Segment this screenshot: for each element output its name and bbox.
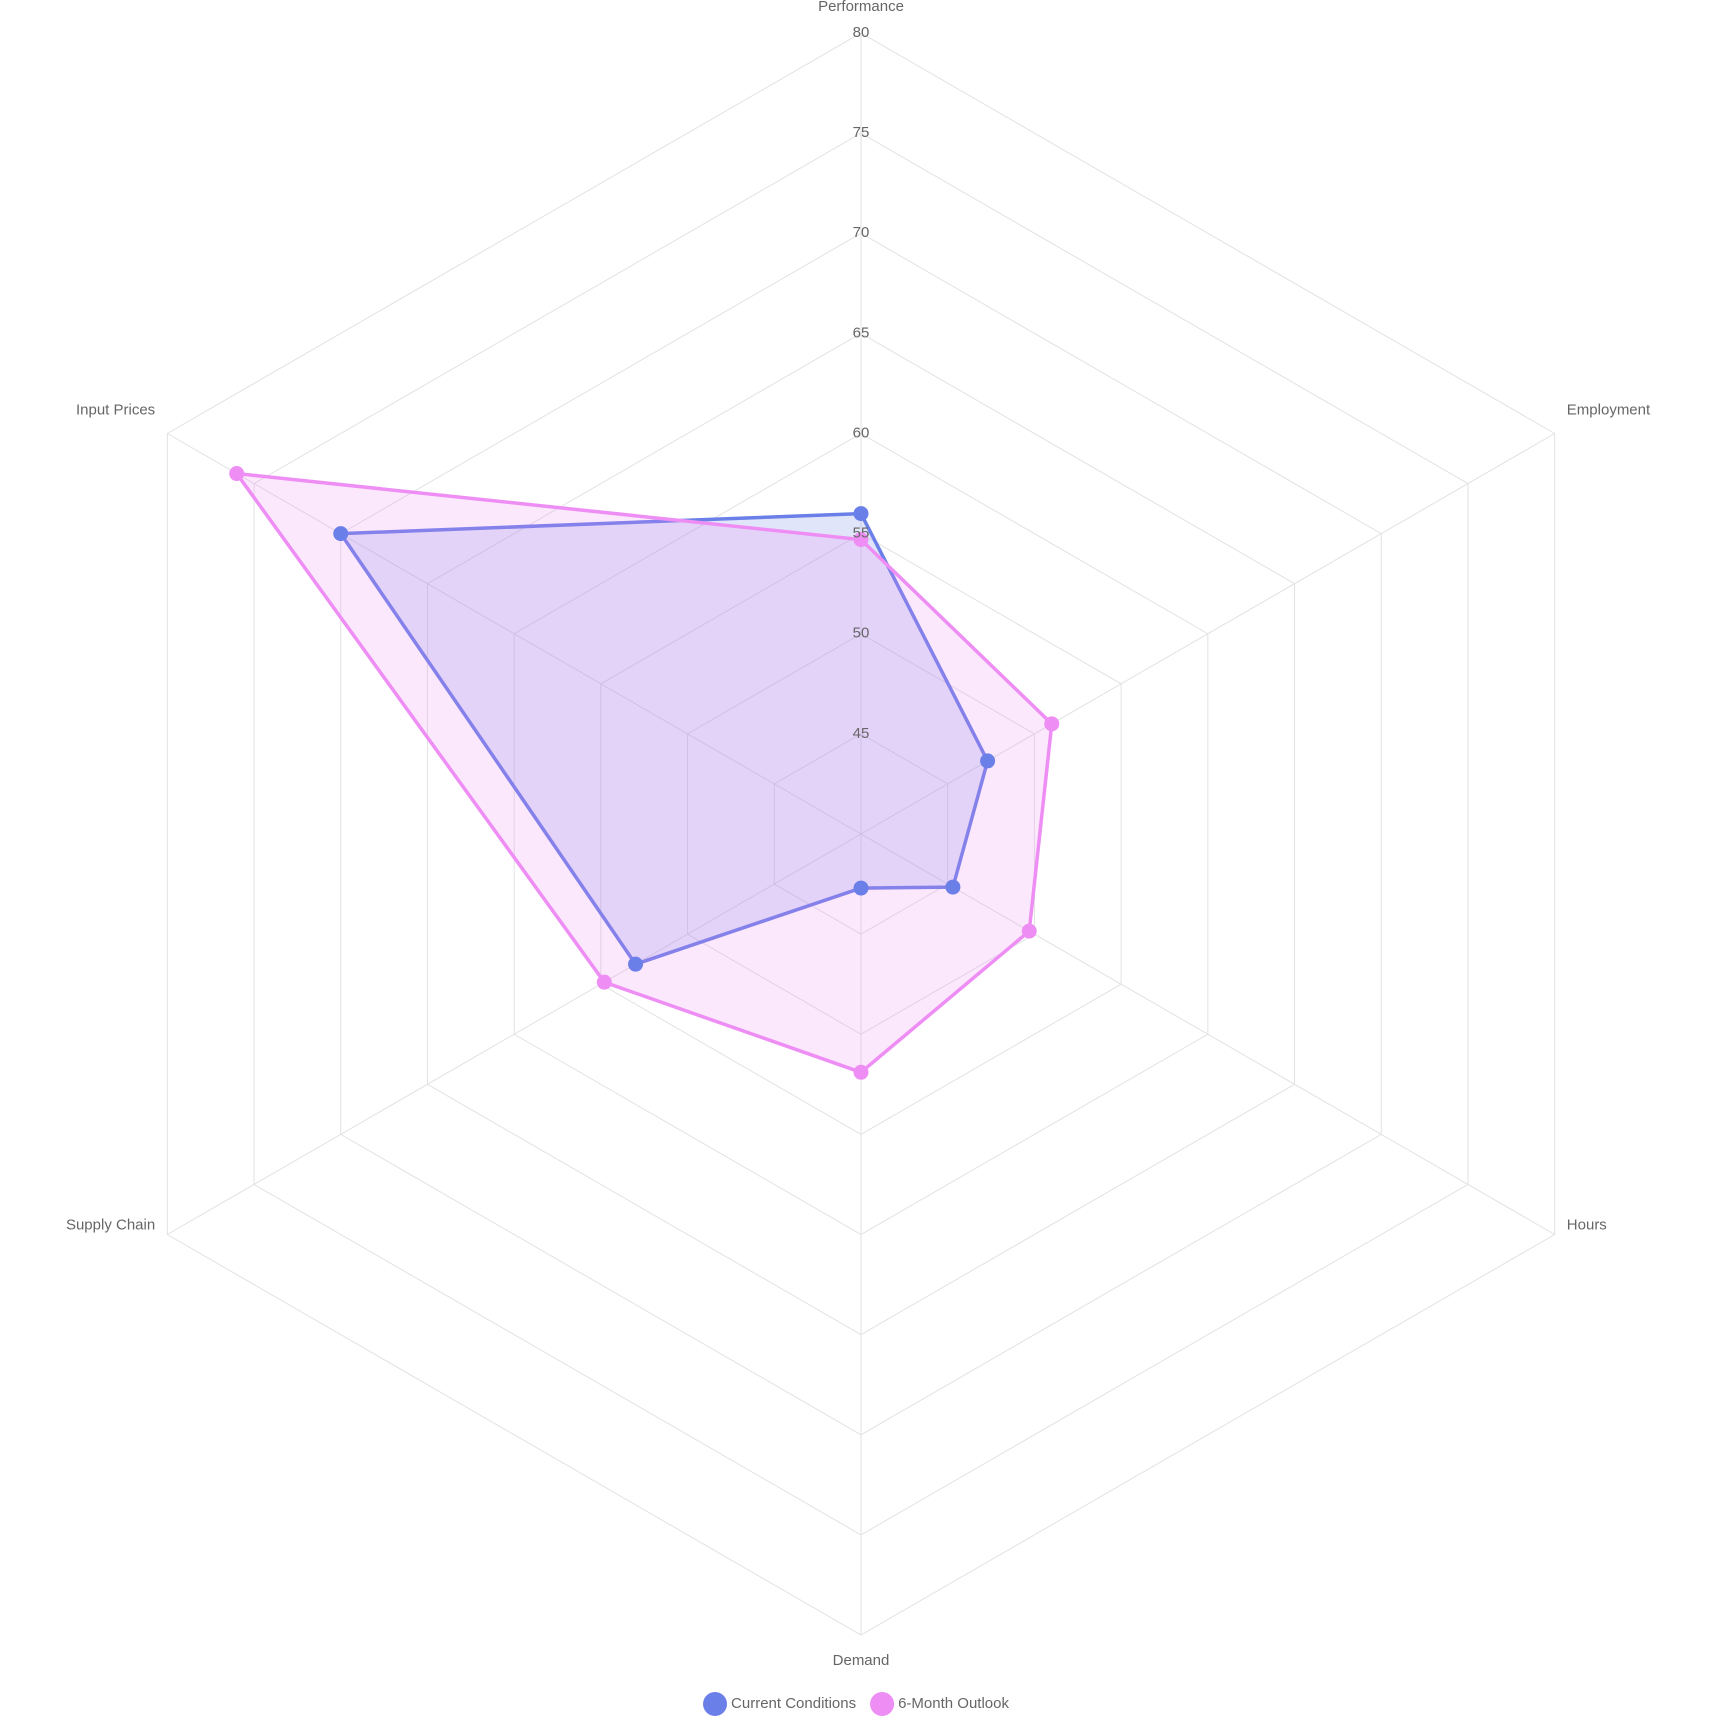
r-tick-label: 60 — [853, 424, 870, 441]
axis-label: Demand — [833, 1652, 890, 1669]
data-point — [853, 1064, 869, 1080]
legend-label: Current Conditions — [731, 1695, 856, 1712]
data-point — [628, 956, 644, 972]
r-tick-label: 45 — [853, 725, 870, 742]
legend: Current Conditions 6-Month Outlook — [703, 1692, 1009, 1716]
r-tick-label: 80 — [853, 24, 870, 41]
spoke — [167, 433, 862, 835]
legend-item: 6-Month Outlook — [870, 1692, 1009, 1716]
r-tick-label: 70 — [853, 224, 870, 241]
data-point — [853, 880, 869, 896]
axis-label: Input Prices — [76, 401, 155, 418]
legend-swatch — [870, 1692, 895, 1716]
axis-label: Hours — [1567, 1216, 1607, 1233]
series-area — [234, 471, 1054, 1075]
data-point — [596, 974, 612, 990]
axis-label: Employment — [1567, 401, 1651, 418]
data-point — [229, 466, 245, 482]
r-tick-label: 55 — [853, 525, 870, 542]
data-point — [1044, 716, 1060, 732]
spoke — [167, 833, 862, 1235]
spoke — [860, 833, 1555, 1235]
r-tick-label: 75 — [853, 124, 870, 141]
legend-swatch — [703, 1692, 728, 1716]
data-point — [980, 753, 996, 769]
spoke — [860, 433, 1555, 835]
data-point — [853, 506, 869, 522]
legend-item: Current Conditions — [703, 1692, 856, 1716]
axis-label: Performance — [818, 0, 904, 15]
data-point — [1021, 923, 1037, 939]
r-tick-label: 65 — [853, 324, 870, 341]
data-point — [853, 532, 869, 548]
legend-label: 6-Month Outlook — [898, 1695, 1009, 1712]
axis-label: Supply Chain — [66, 1216, 155, 1233]
r-tick-label: 50 — [853, 625, 870, 642]
data-point — [945, 879, 961, 895]
data-point — [333, 526, 349, 542]
